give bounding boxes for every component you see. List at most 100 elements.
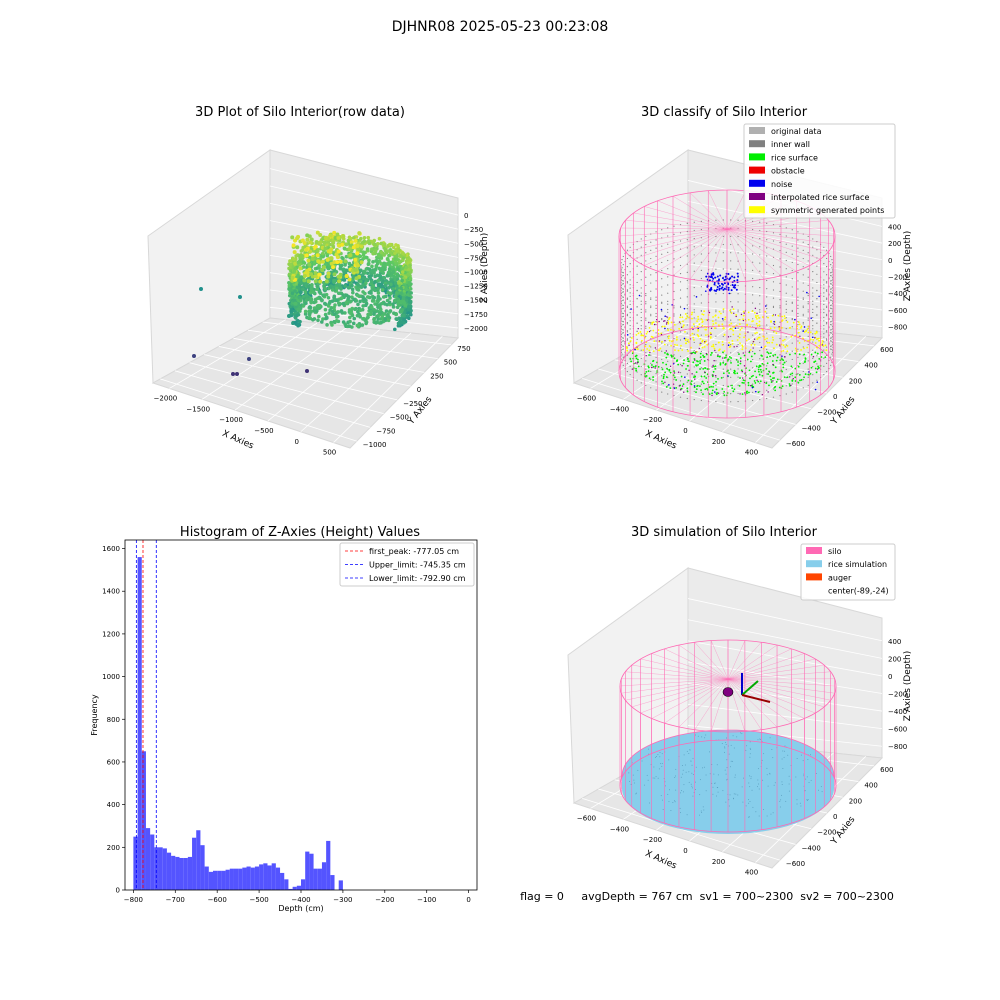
inner-wall-point (686, 239, 688, 241)
panel-simulation-scene (619, 639, 837, 834)
rice-surface-point (788, 383, 791, 385)
silo-roof-line (708, 229, 728, 282)
inner-wall-point (667, 328, 669, 330)
rice-simulation-texture (750, 749, 752, 751)
inner-wall-point (816, 290, 818, 292)
rice-surface-point (646, 348, 649, 350)
rice-surface-point (696, 325, 699, 328)
noise-point (735, 288, 738, 291)
raw-point (335, 310, 340, 314)
rice-simulation-texture (724, 741, 726, 743)
inner-wall-point (826, 331, 828, 333)
interpolated-point (812, 356, 815, 358)
raw-point (308, 249, 313, 254)
rice-surface-point (778, 386, 781, 389)
inner-wall-point (655, 324, 657, 326)
rice-simulation-texture (766, 774, 768, 776)
inner-wall-point (807, 268, 809, 270)
inner-wall-point (812, 311, 814, 314)
rice-surface-point (626, 349, 629, 352)
rice-surface-point (717, 324, 720, 327)
rice-surface-point (701, 346, 704, 349)
silo-roof-line (727, 671, 831, 680)
inner-wall-point (636, 249, 638, 251)
inner-wall-point (797, 356, 799, 358)
inner-wall-point (779, 233, 781, 235)
rice-simulation-texture (795, 776, 797, 778)
inner-wall-point (650, 257, 652, 260)
rice-simulation-texture (770, 813, 772, 815)
histogram-bar (280, 872, 285, 890)
interpolated-point (666, 316, 668, 318)
inner-wall-point (791, 269, 793, 272)
raw-point (303, 290, 308, 294)
noise-point (723, 279, 726, 282)
raw-point (389, 279, 394, 284)
raw-point (322, 240, 327, 245)
inner-wall-point (812, 246, 814, 248)
rice-surface-point (667, 329, 670, 331)
noise-point (802, 330, 805, 332)
raw-point (326, 271, 331, 276)
histogram-bar (158, 847, 163, 890)
inner-wall-point (785, 227, 787, 229)
raw-point (336, 291, 341, 296)
inner-wall-point (785, 251, 787, 253)
inner-wall-point (700, 399, 702, 402)
inner-wall-point (791, 342, 793, 344)
x-tick-label: −600 (208, 896, 227, 904)
rice-simulation-texture (711, 764, 713, 766)
noise-point (683, 307, 686, 310)
noise-point (728, 292, 731, 295)
interpolated-point (727, 336, 730, 338)
inner-wall-point (673, 258, 675, 260)
inner-wall-point (812, 333, 814, 335)
rice-surface-point (713, 365, 715, 368)
inner-wall-point (830, 283, 832, 285)
inner-wall-point (802, 249, 804, 251)
rice-surface-point (704, 334, 707, 337)
inner-wall-point (673, 315, 675, 317)
histogram-bar (192, 837, 197, 890)
interpolated-point (678, 385, 681, 387)
inner-wall-point (802, 387, 804, 389)
inner-wall-point (620, 335, 622, 337)
interpolated-point (710, 333, 712, 336)
inner-wall-point (622, 321, 624, 323)
rice-simulation-texture (705, 774, 707, 776)
rice-simulation-texture (784, 745, 786, 747)
rice-surface-point (697, 318, 700, 321)
inner-wall-point (831, 267, 833, 269)
rice-surface-point (685, 368, 687, 370)
raw-point (292, 298, 297, 303)
rice-surface-point (728, 341, 731, 344)
rice-simulation-texture (730, 760, 732, 762)
inner-wall-point (826, 281, 828, 283)
raw-point (296, 260, 301, 264)
inner-wall-point (830, 304, 832, 307)
rice-simulation-texture (688, 771, 690, 773)
silo-roof-line (620, 227, 728, 230)
inner-wall-point (797, 315, 799, 318)
rice-surface-point (724, 356, 727, 359)
inner-wall-point (673, 290, 675, 293)
inner-wall-point (693, 237, 695, 240)
raw-point (321, 251, 325, 256)
rice-surface-point (756, 331, 758, 334)
silo-roof-line (644, 206, 728, 230)
inner-wall-point (693, 286, 695, 289)
legend-label: rice simulation (828, 560, 887, 569)
legend-label: noise (771, 180, 792, 189)
rice-surface-point (784, 317, 786, 320)
rice-surface-point (746, 358, 749, 361)
rice-surface-point (759, 364, 762, 367)
interpolated-point (710, 327, 713, 329)
noise-point (733, 286, 736, 289)
raw-point (312, 300, 316, 305)
raw-point (295, 313, 299, 318)
rice-simulation-texture (779, 806, 781, 808)
rice-surface-point (680, 375, 683, 378)
rice-surface-point (792, 321, 795, 324)
rice-simulation-texture (721, 742, 723, 744)
silo-roof-line (726, 228, 834, 245)
